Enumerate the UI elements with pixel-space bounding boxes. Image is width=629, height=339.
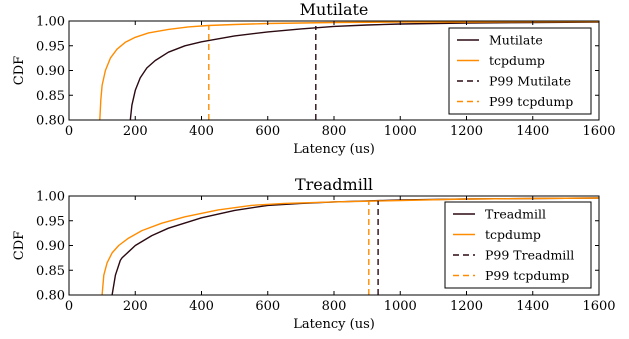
y-tick-label: 0.85: [36, 89, 65, 104]
legend-label: P99 Mutilate: [489, 74, 571, 89]
x-tick-label: 600: [255, 124, 280, 139]
x-tick-label: 200: [123, 299, 148, 314]
y-tick-label: 0.85: [36, 264, 65, 279]
x-tick-label: 1600: [582, 124, 615, 139]
x-tick-label: 0: [65, 299, 73, 314]
y-tick-label: 0.90: [36, 239, 65, 254]
y-tick-label: 1.00: [36, 190, 65, 205]
legend-label: Mutilate: [489, 33, 543, 48]
chart-title: Mutilate: [300, 0, 369, 19]
legend-label: P99 tcpdump: [485, 268, 569, 283]
x-axis-label: Latency (us): [293, 317, 375, 332]
x-tick-label: 1400: [516, 124, 549, 139]
y-axis-label: CDF: [12, 56, 27, 85]
y-tick-label: 0.80: [36, 289, 65, 304]
series-line-tcpdump: [99, 20, 600, 121]
y-tick-label: 1.00: [36, 15, 65, 30]
y-tick-label: 0.90: [36, 64, 65, 79]
x-tick-label: 1600: [582, 299, 615, 314]
x-tick-label: 0: [65, 124, 73, 139]
x-tick-label: 200: [123, 124, 148, 139]
legend-label: tcpdump: [485, 227, 541, 242]
x-axis-label: Latency (us): [293, 142, 375, 157]
y-tick-label: 0.80: [36, 114, 65, 129]
x-tick-label: 1400: [516, 299, 549, 314]
x-tick-label: 1200: [450, 124, 483, 139]
legend-box: [444, 201, 592, 289]
y-tick-label: 0.95: [36, 39, 65, 54]
legend-label: tcpdump: [489, 53, 545, 68]
x-tick-label: 600: [255, 299, 280, 314]
x-tick-label: 800: [322, 299, 347, 314]
y-axis-label: CDF: [12, 231, 27, 260]
legend-label: Treadmill: [485, 207, 546, 222]
legend-label: P99 tcpdump: [489, 94, 573, 109]
legend-label: P99 Treadmill: [485, 248, 574, 263]
chart-title: Treadmill: [295, 175, 373, 194]
x-tick-label: 800: [322, 124, 347, 139]
x-tick-label: 1200: [450, 299, 483, 314]
x-tick-label: 400: [189, 124, 214, 139]
x-tick-label: 1000: [384, 299, 417, 314]
y-tick-label: 0.95: [36, 214, 65, 229]
x-tick-label: 400: [189, 299, 214, 314]
series-line-mutilate: [129, 21, 600, 121]
x-tick-label: 1000: [384, 124, 417, 139]
legend-box: [448, 27, 592, 115]
series-line-tcpdump: [101, 197, 600, 296]
